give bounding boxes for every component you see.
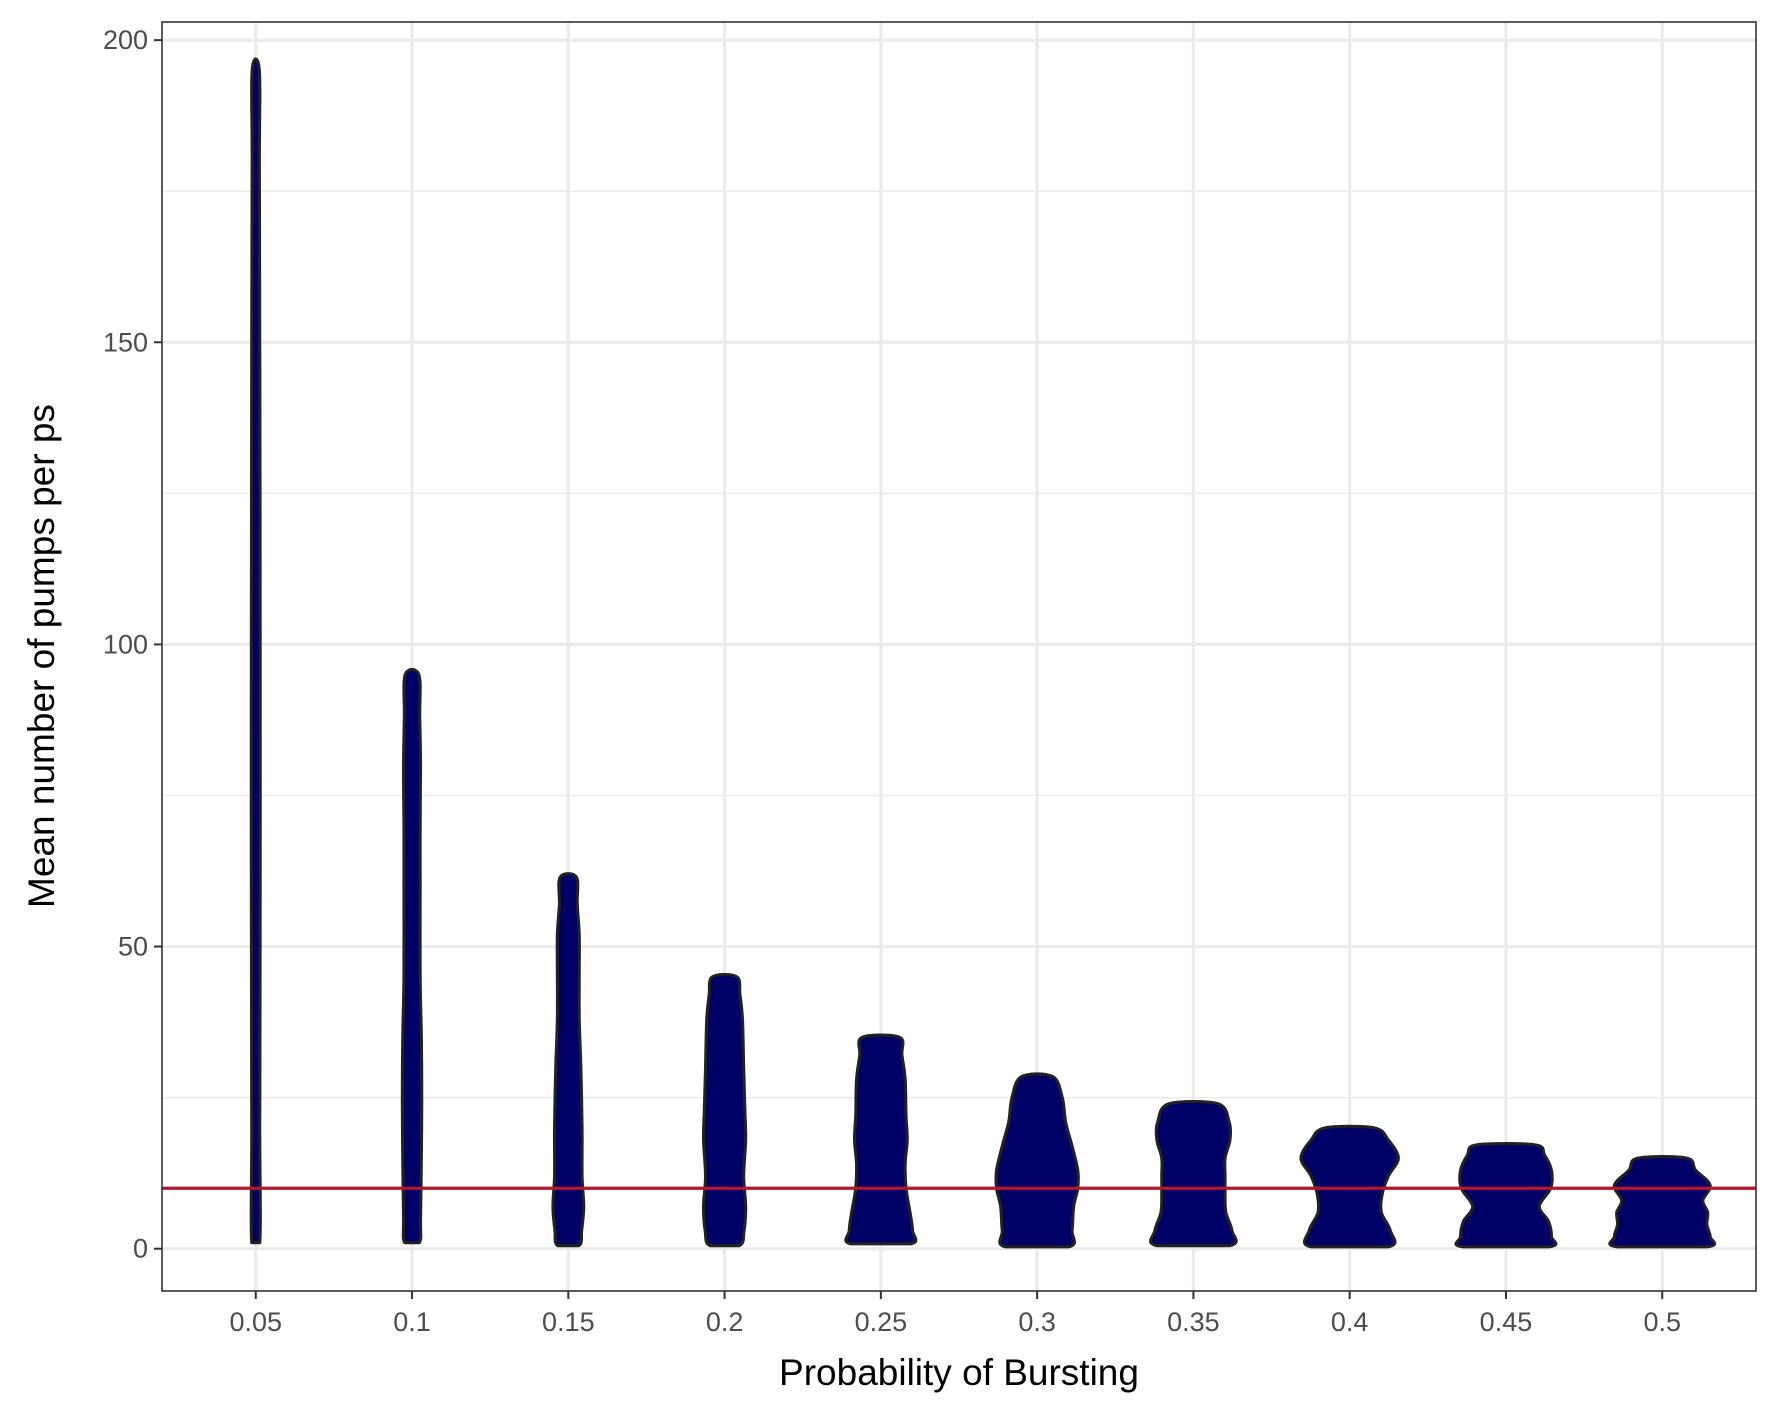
- x-tick-label: 0.05: [229, 1307, 282, 1337]
- violin-0.05: [249, 57, 262, 1245]
- y-tick-label: 100: [103, 629, 148, 659]
- x-tick-label: 0.5: [1643, 1307, 1681, 1337]
- y-axis-title: Mean number of pumps per ps: [21, 404, 62, 908]
- violin-0.4: [1299, 1124, 1400, 1249]
- violins: [249, 57, 1717, 1249]
- violin-0.35: [1149, 1099, 1238, 1248]
- y-tick-label: 150: [103, 327, 148, 357]
- y-tick-label: 0: [133, 1234, 148, 1264]
- panel-border: [161, 21, 1757, 1292]
- y-tick-label: 50: [118, 932, 148, 962]
- x-tick-label: 0.3: [1018, 1307, 1056, 1337]
- x-tick-label: 0.15: [542, 1307, 595, 1337]
- violin-0.5: [1608, 1155, 1717, 1249]
- x-tick-label: 0.4: [1331, 1307, 1369, 1337]
- violin-0.1: [400, 667, 424, 1245]
- x-axis-title: Probability of Bursting: [779, 1352, 1139, 1393]
- violin-0.15: [551, 872, 586, 1248]
- y-tick-label: 200: [103, 25, 148, 55]
- minor-gridlines: [162, 190, 1756, 1099]
- violin-0.25: [844, 1033, 918, 1246]
- violin-0.3: [994, 1072, 1080, 1249]
- x-tick-label: 0.1: [393, 1307, 431, 1337]
- x-axis-ticks: 0.05 0.1 0.15 0.2 0.25 0.3 0.35 0.4 0.45 0.5: [229, 1291, 1681, 1337]
- y-axis-ticks: 0 50 100 150 200: [103, 25, 162, 1264]
- violin-0.45: [1454, 1142, 1558, 1249]
- x-tick-label: 0.35: [1167, 1307, 1220, 1337]
- x-tick-label: 0.2: [706, 1307, 744, 1337]
- x-tick-label: 0.45: [1480, 1307, 1533, 1337]
- x-tick-label: 0.25: [855, 1307, 908, 1337]
- violin-0.2: [701, 972, 748, 1248]
